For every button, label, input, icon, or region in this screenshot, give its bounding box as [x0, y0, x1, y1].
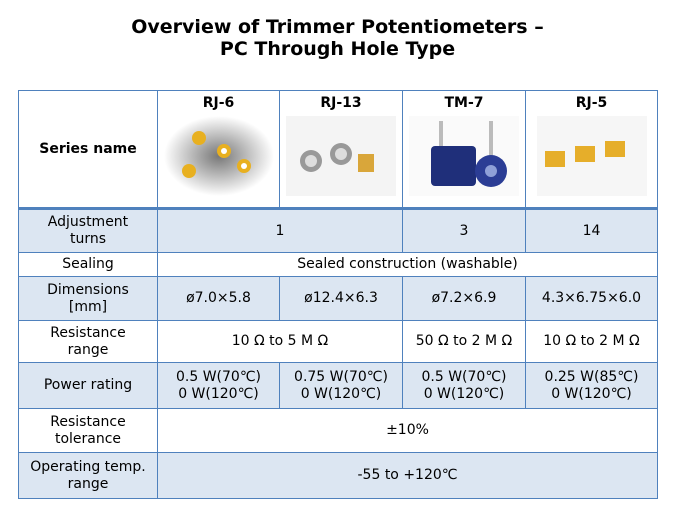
slide-title: Overview of Trimmer Potentiometers – PC … — [0, 16, 675, 60]
label-line: tolerance — [54, 430, 122, 447]
cell-line: 0.25 W(85℃) — [544, 368, 639, 385]
header-cell: RJ-6 — [157, 90, 280, 210]
label-line: range — [67, 475, 109, 492]
cell-line: 0 W(120℃) — [551, 385, 632, 402]
cell: ±10% — [157, 408, 658, 453]
cell-line: 0.5 W(70℃) — [175, 368, 262, 385]
row-label: Dimensions [mm] — [18, 276, 158, 321]
row-label: Resistance range — [18, 320, 158, 363]
row-label: Operating temp. range — [18, 452, 158, 499]
cell: 0.5 W(70℃) 0 W(120℃) — [402, 362, 526, 409]
series-name: RJ-13 — [320, 95, 362, 111]
product-photo — [536, 116, 647, 196]
product-photo — [286, 116, 396, 196]
label-line: Resistance — [50, 324, 126, 341]
row-label: Resistance tolerance — [18, 408, 158, 453]
row: Sealing Sealed construction (washable) — [18, 252, 658, 277]
label-line: range — [67, 341, 109, 358]
series-name: RJ-5 — [575, 95, 608, 111]
cell: 0.75 W(70℃) 0 W(120℃) — [279, 362, 403, 409]
cell-line: 0.5 W(70℃) — [421, 368, 507, 385]
cell-line: 0 W(120℃) — [178, 385, 259, 402]
row-label: Power rating — [18, 362, 158, 409]
label-line: Dimensions — [47, 281, 129, 298]
row: Power rating 0.5 W(70℃) 0 W(120℃) 0.75 W(… — [18, 362, 658, 409]
cell: ø7.0×5.8 — [157, 276, 280, 321]
cell: 10 Ω to 5 M Ω — [157, 320, 403, 363]
cell: Sealed construction (washable) — [157, 252, 658, 277]
series-name: TM-7 — [444, 95, 484, 111]
cell: ø12.4×6.3 — [279, 276, 403, 321]
label-line: [mm] — [68, 298, 108, 315]
header-cell: RJ-13 — [279, 90, 403, 210]
header-cell: Series name — [18, 90, 158, 210]
cell-line: 0 W(120℃) — [300, 385, 382, 402]
series-name: RJ-6 — [202, 95, 235, 111]
cell: 0.5 W(70℃) 0 W(120℃) — [157, 362, 280, 409]
header-row: Series name RJ-6 RJ-13 TM-7 — [18, 90, 658, 210]
cell: ø7.2×6.9 — [402, 276, 526, 321]
product-photo — [409, 116, 519, 196]
title-line: Overview of Trimmer Potentiometers – — [131, 16, 544, 38]
header-cell: TM-7 — [402, 90, 526, 210]
product-photo — [163, 116, 274, 196]
cell: 10 Ω to 2 M Ω — [525, 320, 658, 363]
cell: 14 — [525, 208, 658, 253]
row-label: Sealing — [18, 252, 158, 277]
title-line: PC Through Hole Type — [219, 38, 456, 60]
row: Dimensions [mm] ø7.0×5.8 ø12.4×6.3 ø7.2×6… — [18, 276, 658, 321]
row: Resistance tolerance ±10% — [18, 408, 658, 453]
cell: -55 to +120℃ — [157, 452, 658, 499]
row: Resistance range 10 Ω to 5 M Ω 50 Ω to 2 … — [18, 320, 658, 363]
cell: 3 — [402, 208, 526, 253]
label-line: turns — [69, 231, 107, 247]
cell-line: 0.75 W(70℃) — [294, 368, 388, 385]
cell-line: 0 W(120℃) — [423, 385, 505, 402]
cell: 1 — [157, 208, 403, 253]
label-line: Adjustment — [47, 214, 129, 230]
row: Adjustment turns 1 3 14 — [18, 208, 658, 253]
cell: 0.25 W(85℃) 0 W(120℃) — [525, 362, 658, 409]
cell: 4.3×6.75×6.0 — [525, 276, 658, 321]
header-cell: RJ-5 — [525, 90, 658, 210]
cell: 50 Ω to 2 M Ω — [402, 320, 526, 363]
row-label: Adjustment turns — [18, 208, 158, 253]
spec-table: Series name RJ-6 RJ-13 TM-7 — [18, 90, 658, 499]
label-line: Resistance — [50, 413, 126, 430]
label-line: Operating temp. — [30, 458, 146, 475]
row: Operating temp. range -55 to +120℃ — [18, 452, 658, 499]
